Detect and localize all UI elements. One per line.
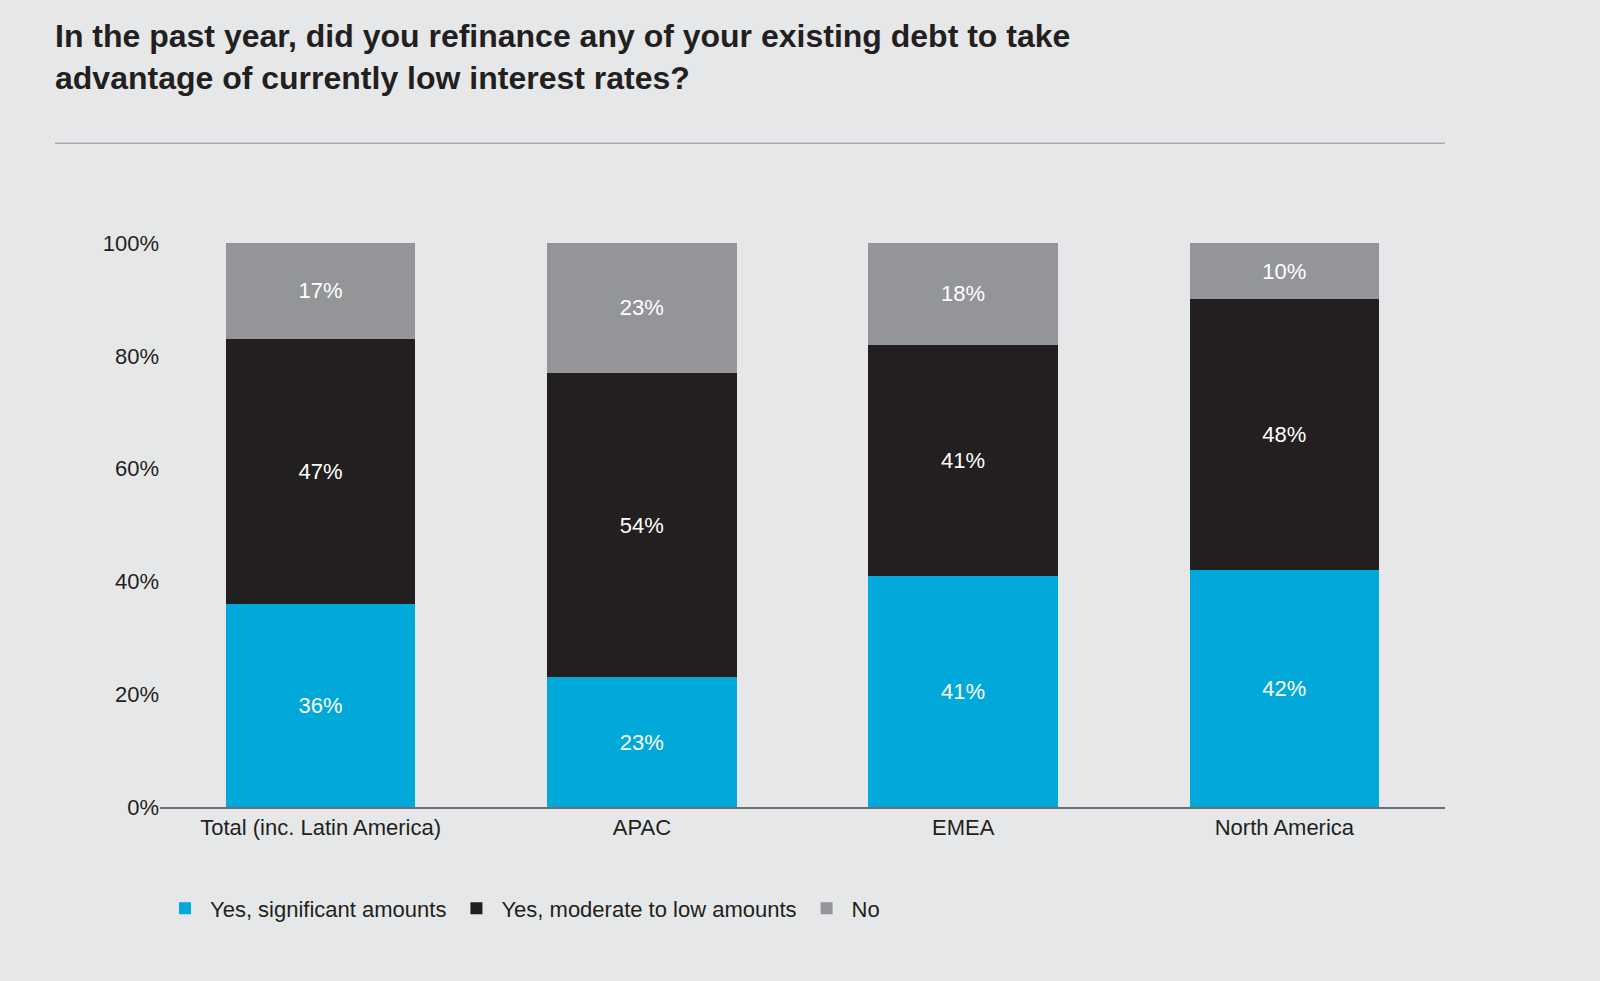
svg-text:10%: 10% bbox=[1262, 259, 1306, 284]
svg-text:47%: 47% bbox=[299, 459, 343, 484]
svg-text:60%: 60% bbox=[115, 456, 159, 481]
svg-text:40%: 40% bbox=[115, 569, 159, 594]
svg-text:No: No bbox=[852, 897, 880, 922]
svg-text:48%: 48% bbox=[1262, 422, 1306, 447]
svg-text:36%: 36% bbox=[299, 693, 343, 718]
svg-text:North America: North America bbox=[1215, 815, 1355, 840]
svg-text:41%: 41% bbox=[941, 679, 985, 704]
svg-text:23%: 23% bbox=[620, 730, 664, 755]
svg-text:23%: 23% bbox=[620, 295, 664, 320]
svg-text:Yes, significant amounts: Yes, significant amounts bbox=[210, 897, 446, 922]
svg-text:41%: 41% bbox=[941, 448, 985, 473]
svg-text:Yes, moderate to low amounts: Yes, moderate to low amounts bbox=[501, 897, 796, 922]
svg-text:Total (inc. Latin America): Total (inc. Latin America) bbox=[200, 815, 441, 840]
svg-text:54%: 54% bbox=[620, 513, 664, 538]
svg-text:0%: 0% bbox=[127, 795, 159, 820]
svg-text:20%: 20% bbox=[115, 682, 159, 707]
svg-text:80%: 80% bbox=[115, 344, 159, 369]
svg-text:17%: 17% bbox=[299, 278, 343, 303]
svg-text:EMEA: EMEA bbox=[932, 815, 995, 840]
svg-text:APAC: APAC bbox=[613, 815, 671, 840]
svg-text:In the past year, did you refi: In the past year, did you refinance any … bbox=[55, 18, 1070, 96]
svg-text:18%: 18% bbox=[941, 281, 985, 306]
svg-text:100%: 100% bbox=[103, 231, 159, 256]
svg-text:42%: 42% bbox=[1262, 676, 1306, 701]
